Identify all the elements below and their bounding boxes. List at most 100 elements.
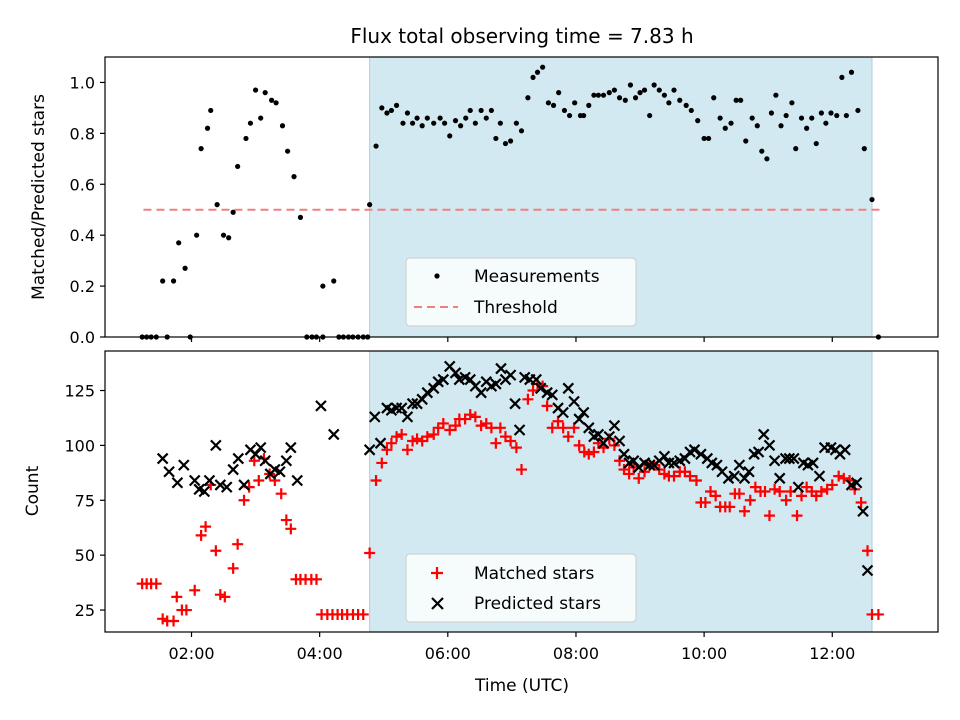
legend-matched-marker [431, 567, 443, 579]
matched-star-point [562, 431, 574, 443]
matched-star-point [464, 409, 476, 421]
top-y-tick-label: 0.4 [70, 226, 95, 245]
bottom-y-tick-label: 50 [75, 546, 95, 565]
measurement-point [409, 120, 416, 126]
matched-star-point [376, 457, 388, 469]
measurement-point [783, 112, 789, 119]
top-y-tick-label: 0.6 [70, 175, 95, 194]
measurement-point [279, 123, 286, 129]
predicted-star-point [603, 430, 616, 443]
measurement-point [754, 123, 760, 129]
measurement-point [226, 235, 232, 241]
measurement-point [728, 120, 734, 126]
predicted-star-point [401, 411, 414, 423]
measurement-point [651, 82, 657, 88]
measurement-point [442, 120, 448, 126]
measurement-point [400, 120, 406, 126]
matched-star-point [171, 591, 183, 603]
matched-star-point [310, 573, 322, 585]
matched-star-point [210, 545, 222, 557]
matched-star-point [780, 494, 792, 506]
matched-star-point [180, 604, 192, 616]
predicted-star-point [406, 397, 419, 410]
predicted-star-point [568, 395, 580, 408]
measurement-point [611, 87, 618, 93]
measurement-point [677, 97, 683, 103]
predicted-star-point [779, 452, 792, 465]
measurement-point [556, 90, 562, 96]
predicted-star-point [259, 454, 271, 467]
measurement-point [581, 112, 587, 119]
matched-star-point [475, 420, 487, 432]
predicted-star-point [285, 441, 297, 454]
predicted-star-point [752, 446, 765, 458]
predicted-star-point [728, 470, 741, 482]
matched-star-point [759, 486, 771, 497]
matched-star-point [833, 470, 845, 482]
measurement-point [637, 90, 643, 96]
matched-star-point [855, 496, 867, 508]
measurement-point [861, 146, 867, 152]
measurement-point [373, 143, 379, 149]
matched-star-point [774, 486, 786, 497]
measurement-point [595, 92, 601, 98]
predicted-star-point [171, 476, 184, 489]
matched-star-point [150, 578, 162, 590]
matched-star-point [527, 385, 539, 397]
matched-star-point [285, 523, 297, 535]
top-plot-frame [104, 56, 939, 338]
measurement-point [493, 135, 499, 142]
predicted-star-point [220, 481, 233, 493]
predicted-star-point [254, 441, 267, 454]
predicted-star-point [315, 400, 327, 412]
measurement-point [297, 214, 304, 220]
matched-star-point [568, 422, 580, 434]
predicted-star-point [788, 452, 800, 465]
measurement-point [393, 102, 400, 108]
matched-star-point [275, 488, 287, 500]
top-y-tick-label: 0.0 [70, 328, 95, 347]
top-y-tick-label: 0.2 [70, 277, 95, 296]
measurement-point [647, 112, 653, 119]
predicted-star-point [363, 444, 376, 456]
bottom-x-tick-label: 04:00 [297, 644, 343, 663]
measurement-point [176, 240, 182, 246]
measurement-point [367, 202, 373, 208]
x-axis-label: Time (UTC) [474, 676, 569, 696]
measurements-series [139, 64, 882, 340]
measurement-point [388, 107, 395, 114]
predicted-star-point [688, 444, 701, 456]
bottom-panel: 25 50 75 100 125 02:00 04:00 06:00 08:00 10:00 12… [23, 350, 939, 696]
matched-star-point [510, 442, 522, 454]
bottom-x-axis: 02:00 04:00 06:00 08:00 10:00 12:00 [168, 632, 855, 663]
measurement-point [170, 278, 177, 284]
predicted-star-point [738, 472, 751, 485]
matched-star-point [639, 466, 651, 478]
predicted-star-point [368, 411, 381, 423]
bottom-y-tick-label: 100 [64, 436, 95, 455]
matched-star-point [744, 494, 756, 506]
matched-star-point [381, 444, 393, 456]
bottom-legend: Matched stars Predicted stars [405, 553, 637, 623]
measurement-point [848, 69, 855, 75]
matched-star-point [623, 468, 635, 480]
measurement-point [572, 100, 578, 106]
measurement-point [764, 156, 770, 162]
matched-star-point [633, 472, 645, 484]
predicted-star-point [495, 362, 507, 375]
measurement-point [404, 110, 411, 116]
top-y-axis-label: Matched/Predicted stars [29, 94, 49, 300]
matched-star-point [583, 448, 595, 460]
measurement-point [773, 92, 779, 98]
measurement-point [706, 135, 712, 142]
measurement-point [214, 202, 220, 208]
matched-star-point [573, 439, 585, 451]
bottom-legend-box [405, 553, 637, 623]
measurement-point [247, 120, 254, 126]
bottom-x-tick-label: 02:00 [168, 644, 214, 663]
matched-star-point [391, 431, 403, 443]
measurement-point [550, 102, 557, 108]
measurement-point [273, 100, 279, 106]
matched-star-point [248, 455, 260, 467]
predicted-star-point [188, 474, 201, 487]
